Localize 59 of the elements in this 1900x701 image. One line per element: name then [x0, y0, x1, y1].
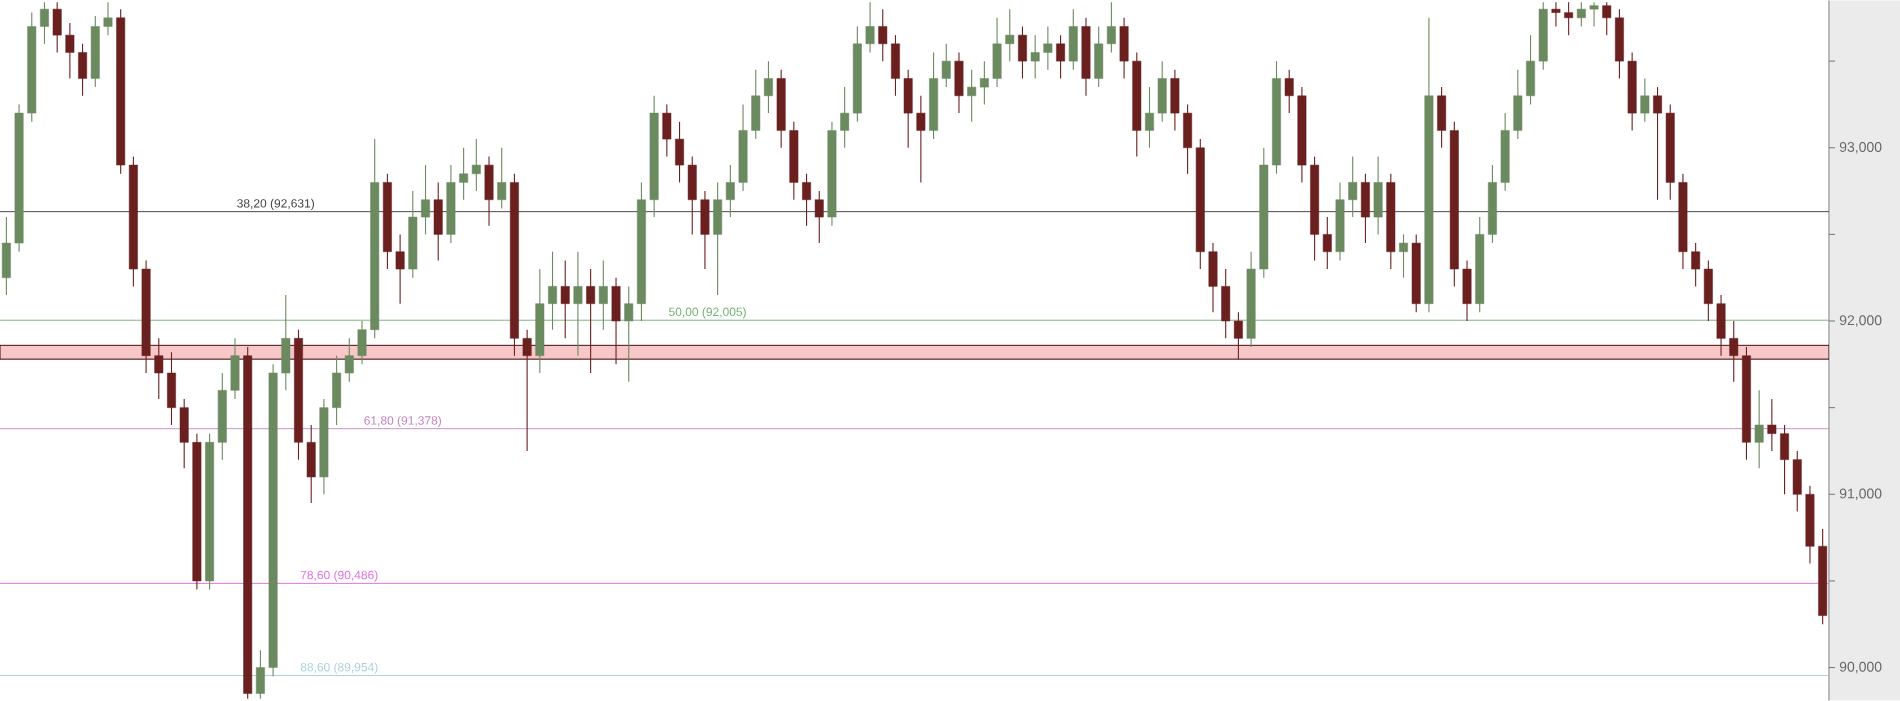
- candlestick: [522, 329, 532, 452]
- candlestick: [941, 43, 951, 88]
- candlestick: [1602, 1, 1612, 36]
- candlestick: [1589, 1, 1599, 28]
- candlestick: [1691, 242, 1701, 287]
- candlestick: [560, 259, 570, 339]
- candlestick: [40, 1, 49, 45]
- candlestick: [1322, 216, 1332, 270]
- candlestick: [471, 138, 481, 192]
- candlestick: [497, 147, 507, 209]
- candlestick: [1640, 77, 1650, 123]
- candlestick: [1348, 155, 1358, 218]
- candlestick: [598, 259, 608, 331]
- candlestick: [65, 22, 75, 80]
- candlestick: [1005, 8, 1015, 62]
- candlestick: [1056, 34, 1066, 80]
- candlestick: [573, 251, 583, 357]
- ref-line-label: 88,60 (89,954): [300, 662, 378, 674]
- y-tick-label: 90,000: [1839, 661, 1882, 674]
- candlestick: [1399, 233, 1408, 279]
- ref-line-label: 61,80 (91,378): [364, 415, 441, 428]
- candlestick: [154, 337, 164, 400]
- ref-line-label: 78,60 (90,486): [300, 570, 378, 582]
- candlestick: [1145, 86, 1154, 149]
- y-tick-label: 92,000: [1839, 315, 1882, 327]
- candlestick: [814, 190, 824, 244]
- candlestick: [878, 8, 888, 62]
- candlestick: [1729, 320, 1739, 383]
- candlestick: [1233, 311, 1243, 360]
- y-tick-label: 93,000: [1839, 141, 1882, 154]
- candlestick: [725, 164, 735, 218]
- candlestick: [421, 164, 430, 235]
- candlestick: [1564, 1, 1574, 36]
- candlestick: [1043, 25, 1053, 71]
- candlestick: [1030, 34, 1040, 80]
- candlestick: [1576, 1, 1586, 28]
- candlestick: [916, 95, 926, 183]
- candlestick: [624, 285, 634, 383]
- candlestick: [979, 60, 989, 105]
- candlestick: [395, 233, 405, 305]
- candlestick: [548, 251, 557, 331]
- candlestick: [1653, 86, 1662, 201]
- y-tick-label: 91,000: [1839, 488, 1882, 501]
- candlestick: [764, 60, 773, 114]
- candlestick: [586, 268, 596, 374]
- candlestick: [802, 173, 811, 227]
- candlestick: [459, 147, 469, 201]
- candlestick: [865, 1, 875, 54]
- candlestick: [103, 1, 113, 36]
- candlestick: [1106, 1, 1116, 54]
- candlestick: [967, 69, 977, 123]
- candlestick: [344, 337, 354, 383]
- ref-line-label: 50,00 (92,005): [669, 307, 746, 319]
- ref-line-label: 38,20 (92,631): [237, 198, 314, 210]
- candlestick: [1551, 1, 1561, 28]
- candlestick: [1754, 389, 1764, 469]
- candlestick: [840, 86, 850, 149]
- candlestick: [1284, 69, 1294, 114]
- candlestick: [1767, 398, 1777, 452]
